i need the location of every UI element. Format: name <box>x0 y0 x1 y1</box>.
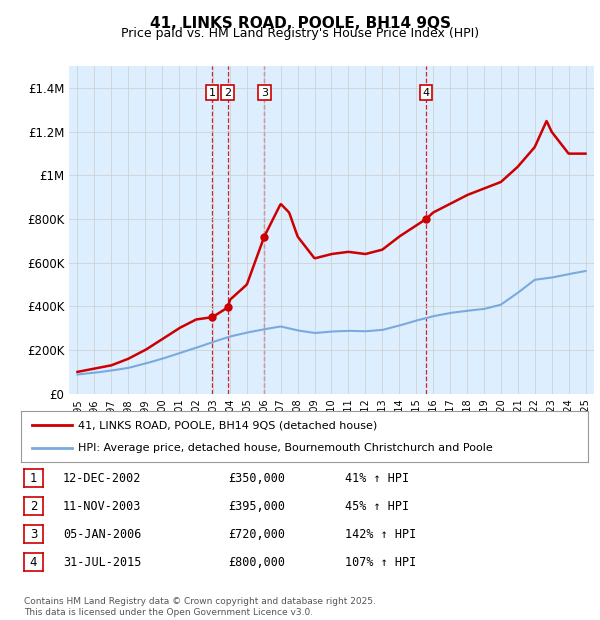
Text: Price paid vs. HM Land Registry's House Price Index (HPI): Price paid vs. HM Land Registry's House … <box>121 27 479 40</box>
Text: 107% ↑ HPI: 107% ↑ HPI <box>345 556 416 569</box>
Text: 45% ↑ HPI: 45% ↑ HPI <box>345 500 409 513</box>
Text: 31-JUL-2015: 31-JUL-2015 <box>63 556 142 569</box>
Text: 41, LINKS ROAD, POOLE, BH14 9QS (detached house): 41, LINKS ROAD, POOLE, BH14 9QS (detache… <box>78 420 377 430</box>
Text: £350,000: £350,000 <box>228 471 285 484</box>
Text: HPI: Average price, detached house, Bournemouth Christchurch and Poole: HPI: Average price, detached house, Bour… <box>78 443 493 453</box>
Text: 142% ↑ HPI: 142% ↑ HPI <box>345 528 416 541</box>
Text: 4: 4 <box>422 87 430 97</box>
Text: 1: 1 <box>30 471 37 484</box>
Text: 41, LINKS ROAD, POOLE, BH14 9QS: 41, LINKS ROAD, POOLE, BH14 9QS <box>149 16 451 30</box>
Text: 3: 3 <box>261 87 268 97</box>
Text: Contains HM Land Registry data © Crown copyright and database right 2025.
This d: Contains HM Land Registry data © Crown c… <box>24 598 376 617</box>
Text: 12-DEC-2002: 12-DEC-2002 <box>63 471 142 484</box>
Text: 05-JAN-2006: 05-JAN-2006 <box>63 528 142 541</box>
Text: 2: 2 <box>30 500 37 513</box>
Text: 11-NOV-2003: 11-NOV-2003 <box>63 500 142 513</box>
Text: 3: 3 <box>30 528 37 541</box>
Text: 41% ↑ HPI: 41% ↑ HPI <box>345 471 409 484</box>
Text: £720,000: £720,000 <box>228 528 285 541</box>
Text: £800,000: £800,000 <box>228 556 285 569</box>
Text: 4: 4 <box>30 556 37 569</box>
Text: £395,000: £395,000 <box>228 500 285 513</box>
Text: 1: 1 <box>209 87 215 97</box>
Text: 2: 2 <box>224 87 231 97</box>
